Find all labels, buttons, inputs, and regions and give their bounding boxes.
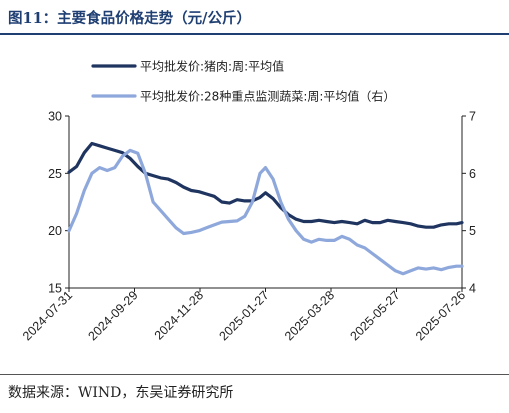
x-tick-label: 2024-11-28 (152, 288, 206, 342)
legend-label: 平均批发价:猪肉:周:平均值 (140, 59, 284, 74)
left-y-tick-label: 30 (48, 110, 62, 124)
left-y-tick-label: 15 (48, 282, 62, 296)
x-tick-label: 2025-07-26 (413, 288, 468, 343)
figure-title: 图11：主要食品价格走势（元/公斤） (8, 10, 251, 27)
left-y-tick-label: 25 (48, 167, 62, 181)
x-tick-label: 2025-05-27 (348, 288, 403, 343)
right-y-tick-label: 6 (469, 167, 476, 181)
pork-price-line (67, 141, 464, 229)
x-tick-label: 2024-09-29 (86, 288, 141, 343)
title-divider (0, 33, 509, 35)
legend-label: 平均批发价:28种重点监测蔬菜:周:平均值（右） (140, 89, 395, 104)
x-tick-label: 2024-07-31 (20, 288, 75, 343)
x-tick-label: 2025-01-27 (217, 288, 272, 343)
left-y-tick-label: 20 (48, 224, 62, 238)
source-note: 数据来源：WIND，东吴证券研究所 (8, 385, 234, 401)
right-y-tick-label: 7 (469, 110, 476, 124)
source-divider (0, 374, 509, 375)
x-tick-label: 2025-03-28 (282, 288, 337, 343)
line-chart: 15 20 25 30 4 5 6 7 2024-07-31 2024-09-29 2024-11-… (20, 59, 476, 344)
right-y-tick-label: 4 (469, 282, 476, 296)
vegetable-price-line (67, 148, 464, 276)
right-y-tick-label: 5 (469, 224, 476, 238)
